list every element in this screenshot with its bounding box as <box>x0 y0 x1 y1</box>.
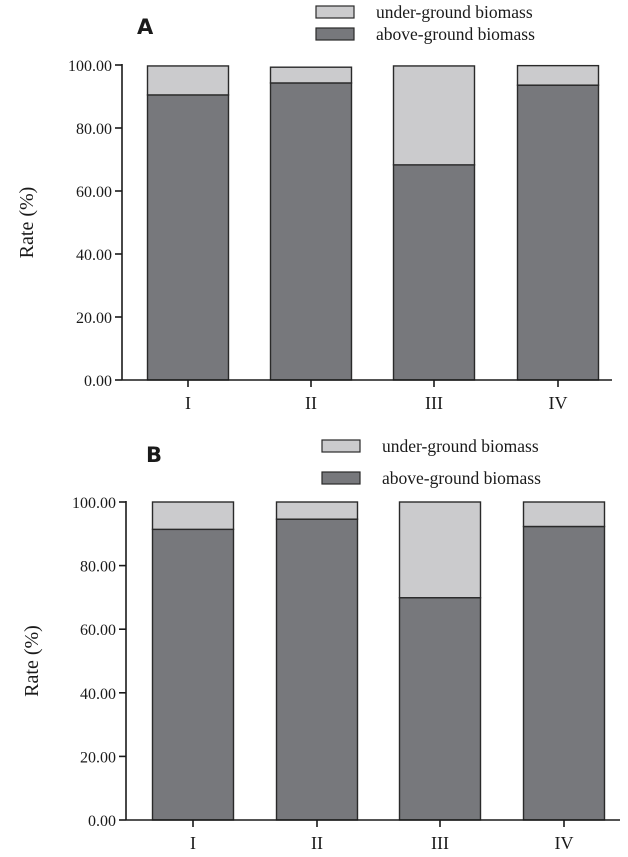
legend-label-under-ground: under-ground biomass <box>376 2 533 22</box>
y-axis-label: Rate (%) <box>16 187 38 259</box>
bar-under-ground-i <box>146 65 230 96</box>
bar-above-ground-iv <box>522 525 606 821</box>
bar-above-ground-iii <box>392 164 476 381</box>
legend-label-under-ground: under-ground biomass <box>382 436 539 456</box>
y-tick-label: 60.00 <box>80 622 116 639</box>
bar-above-ground-iv <box>516 84 600 381</box>
bar-above-ground-iii <box>398 597 482 821</box>
y-tick-label: 20.00 <box>80 749 116 766</box>
x-tick-label-iii: III <box>425 393 443 413</box>
x-tick-label-ii: II <box>305 393 317 413</box>
y-tick-label: 40.00 <box>80 686 116 703</box>
legend-swatch-above-ground <box>315 27 355 41</box>
y-tick-label: 0.00 <box>84 373 112 390</box>
bar-under-ground-iv <box>516 64 600 86</box>
y-tick-label: 40.00 <box>76 247 112 264</box>
x-tick-label-iii: III <box>431 833 449 853</box>
legend-label-above-ground: above-ground biomass <box>376 24 535 44</box>
x-tick-label-ii: II <box>311 833 323 853</box>
legend-label-above-ground: above-ground biomass <box>382 468 541 488</box>
y-tick-label: 100.00 <box>72 495 116 512</box>
legend-swatch-above-ground <box>321 471 361 485</box>
legend-swatch-under-ground <box>315 5 355 19</box>
bar-above-ground-i <box>146 94 230 381</box>
bar-under-ground-iii <box>392 65 476 166</box>
bar-under-ground-iv <box>522 501 606 528</box>
bar-above-ground-ii <box>275 518 359 821</box>
y-tick-label: 80.00 <box>80 559 116 576</box>
y-tick-label: 0.00 <box>88 813 116 830</box>
legend-swatch-under-ground <box>321 439 361 453</box>
bar-under-ground-i <box>151 501 235 531</box>
x-tick-label-i: I <box>190 833 196 853</box>
x-tick-label-iv: IV <box>549 393 568 413</box>
bar-under-ground-iii <box>398 501 482 599</box>
y-axis-label: Rate (%) <box>21 625 43 697</box>
y-tick-label: 100.00 <box>68 58 112 75</box>
y-tick-label: 60.00 <box>76 184 112 201</box>
panel-letter-b: B <box>146 443 162 467</box>
bar-under-ground-ii <box>275 501 359 520</box>
y-tick-label: 80.00 <box>76 121 112 138</box>
bar-above-ground-i <box>151 528 235 821</box>
panel-letter-a: A <box>137 15 154 39</box>
x-tick-label-iv: IV <box>555 833 574 853</box>
bar-under-ground-ii <box>269 66 353 84</box>
x-tick-label-i: I <box>185 393 191 413</box>
bar-above-ground-ii <box>269 82 353 381</box>
y-tick-label: 20.00 <box>76 310 112 327</box>
